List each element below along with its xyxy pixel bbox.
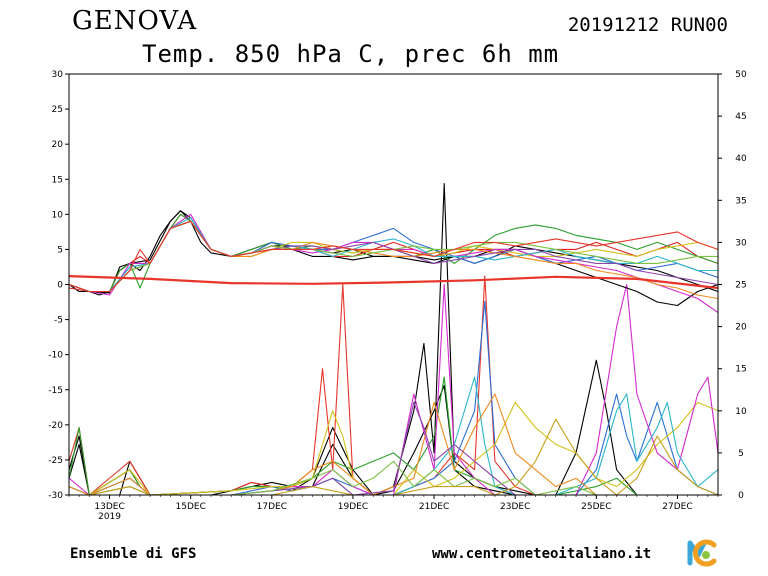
left-tick-label: 30	[52, 70, 64, 80]
series-layer	[69, 182, 718, 495]
x-tick-label: 21DEC	[419, 502, 449, 512]
left-tick-label: -5	[54, 316, 63, 326]
x-tick-label: 17DEC	[257, 502, 287, 512]
x-tick-year: 2019	[98, 512, 121, 522]
temp-line-m09	[69, 220, 718, 300]
left-tick-label: -10	[48, 351, 63, 361]
precip-line-p01	[69, 182, 718, 495]
left-tick-label: 10	[52, 210, 64, 220]
left-tick-label: 25	[52, 105, 63, 115]
precip-line-p04	[69, 376, 718, 495]
right-tick-label: 25	[735, 281, 746, 291]
precip-line-p08	[69, 376, 718, 495]
left-tick-label: -30	[48, 491, 63, 501]
temp-line-m03	[69, 213, 718, 293]
right-tick-label: 5	[738, 449, 744, 459]
x-tick-label: 23DEC	[500, 502, 530, 512]
x-tick-label: 15DEC	[176, 502, 206, 512]
location-title: GENOVA	[72, 6, 198, 36]
right-tick-label: 40	[735, 154, 747, 164]
chart-subtitle: Temp. 850 hPa C, prec 6h mm	[142, 40, 560, 68]
right-tick-label: 50	[735, 70, 747, 80]
precip-line-p12	[69, 418, 718, 495]
left-tick-label: 0	[57, 281, 63, 291]
temp-line-m08	[69, 217, 718, 293]
precip-line-p11	[69, 460, 718, 495]
brand-logo-icon: MC	[684, 535, 717, 567]
right-tick-label: 45	[735, 112, 746, 122]
left-tick-label: -25	[48, 456, 63, 466]
left-tick-label: 5	[57, 245, 63, 255]
right-tick-label: 0	[738, 491, 744, 501]
x-tick-label: 25DEC	[581, 502, 611, 512]
run-label: 20191212 RUN00	[567, 14, 728, 36]
x-tick-label: 13DEC	[94, 502, 124, 512]
right-tick-label: 15	[735, 365, 746, 375]
plot-frame	[68, 73, 719, 496]
temp-line-m01	[69, 210, 718, 307]
right-tick-label: 20	[735, 323, 747, 333]
temp-line-m12	[69, 220, 718, 293]
right-tick-label: 10	[735, 407, 747, 417]
x-tick-label: 27DEC	[662, 502, 692, 512]
precip-line-p07	[69, 283, 718, 495]
left-tick-label: 15	[52, 175, 63, 185]
precip-line-p10	[69, 401, 718, 495]
right-tick-label: 35	[735, 196, 746, 206]
website-link[interactable]: www.centrometeoitaliano.it	[432, 546, 652, 562]
logo-text: MC	[684, 535, 686, 536]
left-tick-label: 20	[52, 140, 64, 150]
precip-line-p05	[69, 300, 718, 495]
x-tick-label: 19DEC	[338, 502, 368, 512]
axis-layer: 302520151050-5-10-15-20-25-3050454035302…	[48, 70, 747, 522]
source-label: Ensemble di GFS	[70, 546, 197, 562]
right-tick-label: 30	[735, 238, 747, 248]
left-tick-label: -15	[48, 386, 63, 396]
climatology-line	[69, 275, 718, 290]
precip-line-p02	[69, 384, 718, 495]
left-tick-label: -20	[48, 421, 63, 431]
